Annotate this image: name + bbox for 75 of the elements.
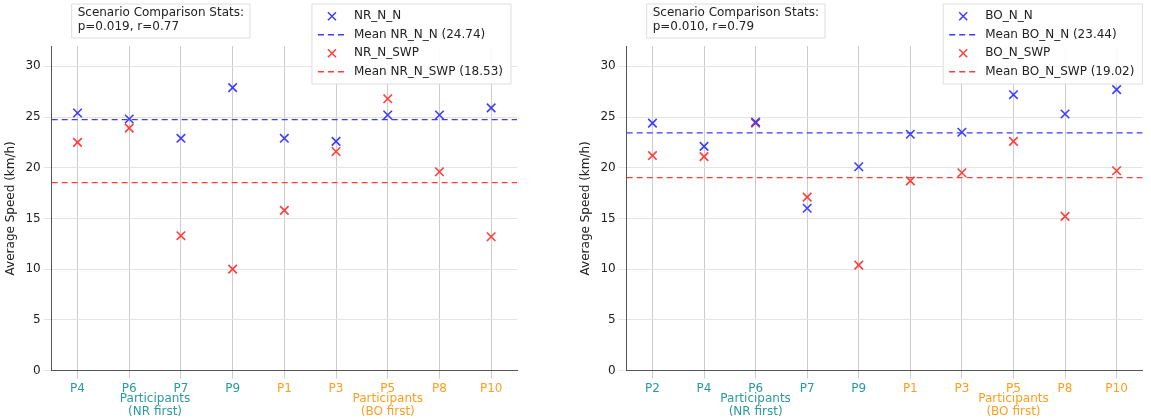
y-tick-label: 25: [25, 109, 41, 124]
y-tick-label: 20: [600, 159, 616, 174]
point: [124, 123, 135, 134]
x-tick-label: P4: [696, 380, 712, 395]
x-tick-label: P3: [328, 380, 344, 395]
point: [227, 82, 238, 93]
x-tick-label: P9: [225, 380, 241, 395]
point: [1008, 136, 1019, 147]
point: [331, 146, 342, 157]
point: [279, 133, 290, 144]
y-tick-label: 25: [600, 109, 616, 124]
legend-label: Mean BO_N_N (23.44): [985, 26, 1117, 41]
point: [802, 192, 813, 203]
y-tick-label: 0: [33, 362, 41, 377]
point: [1060, 108, 1071, 120]
x-tick-label: P9: [851, 380, 867, 395]
y-tick-label: 0: [608, 362, 616, 377]
point: [486, 102, 497, 113]
point: [331, 136, 342, 147]
x-tick-label: P3: [954, 380, 970, 395]
point: [486, 231, 497, 242]
point: [1111, 165, 1122, 176]
y-tick-label: 10: [600, 261, 616, 276]
text: Scenario Comparison Stats: p=0.019, r=0.77: [77, 5, 244, 34]
point: [124, 113, 135, 125]
y-tick-label: 5: [33, 312, 41, 327]
legend-label: BO_N_N: [985, 8, 1033, 23]
x-tick-label: P8: [432, 380, 447, 395]
point: [802, 203, 813, 214]
y-tick-label: 5: [608, 312, 616, 327]
x-tick-label: P10: [1105, 380, 1128, 395]
text: Scenario Comparison Stats: p=0.010, r=0.79: [652, 5, 819, 34]
point: [647, 118, 658, 129]
point: [382, 93, 393, 104]
x-tick-label: P1: [902, 380, 918, 395]
point: [72, 107, 83, 118]
point: [905, 175, 916, 186]
legend-label: Mean NR_N_SWP (18.53): [353, 63, 504, 78]
point: [956, 167, 967, 178]
y-tick-label: 10: [25, 261, 41, 276]
y-tick-label: 30: [600, 58, 616, 73]
x-tick-label: P2: [645, 380, 660, 395]
y-tick-label: 30: [25, 58, 41, 73]
legend-label: NR_N_N: [353, 8, 402, 23]
x-tick-label: P4: [70, 380, 85, 395]
point: [434, 166, 445, 177]
x-tick-label: P10: [479, 380, 503, 395]
point: [905, 129, 916, 140]
x-tick-label: P1: [276, 380, 292, 395]
legend-label: Mean BO_N_SWP (19.02): [985, 63, 1135, 78]
point: [175, 230, 186, 241]
point: [72, 137, 83, 148]
point: [956, 127, 967, 138]
y-axis-title: Average Speed (km/h): [3, 141, 18, 276]
legend-label: Mean NR_N_N (24.74): [353, 26, 486, 41]
point: [647, 150, 658, 161]
point: [698, 151, 710, 162]
point: [175, 133, 186, 144]
point: [1060, 211, 1071, 222]
point: [227, 264, 238, 275]
y-tick-label: 15: [25, 210, 41, 225]
point: [853, 161, 864, 172]
legend-label: NR_N_SWP: [353, 45, 419, 60]
point: [1111, 84, 1122, 95]
point: [279, 205, 290, 216]
point: [698, 141, 710, 152]
legend-label: BO_N_SWP: [985, 45, 1051, 60]
y-tick-label: 20: [25, 159, 41, 174]
y-axis-title: Average Speed (km/h): [578, 141, 593, 276]
point: [853, 260, 864, 271]
y-tick-label: 15: [600, 210, 616, 225]
x-tick-label: P8: [1057, 380, 1073, 395]
point: [1008, 89, 1019, 100]
x-tick-label: P7: [799, 380, 815, 395]
point: [382, 109, 393, 121]
